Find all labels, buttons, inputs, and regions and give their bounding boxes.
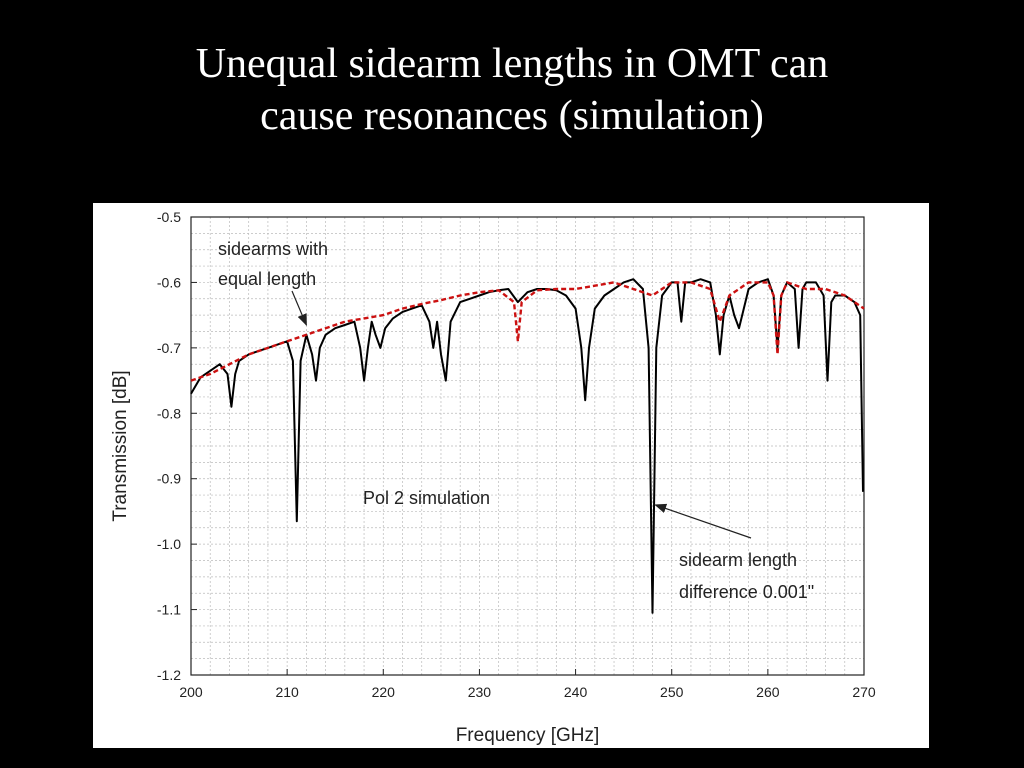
slide-title-line-2: cause resonances (simulation) — [260, 93, 764, 139]
y-tick-label: -0.7 — [157, 340, 181, 356]
slide-title-line-1: Unequal sidearm lengths in OMT can — [195, 41, 829, 87]
series-line-equal — [190, 281, 865, 382]
axis-ticks: 200 210 220 230 240 250 260 270 -0.5 -0.6 -0.7 -0.8… — [157, 209, 876, 700]
annotation-text: sidearm length — [679, 550, 797, 570]
x-tick-label: 250 — [660, 684, 684, 700]
y-tick-label: -1.0 — [157, 536, 181, 552]
annotation-text: sidearms with — [218, 239, 328, 259]
y-tick-label: -0.6 — [157, 274, 181, 290]
slide-title: Unequal sidearm lengths in OMT can cause… — [0, 38, 1024, 142]
y-tick-label: -0.8 — [157, 405, 181, 421]
annotation-text: equal length — [218, 269, 316, 289]
annotation-text: difference 0.001" — [679, 582, 814, 602]
x-tick-label: 200 — [179, 684, 203, 700]
annotation-arrow — [654, 503, 752, 539]
plot-frame — [190, 216, 865, 676]
y-tick-label: -1.2 — [157, 667, 181, 683]
y-axis-label: Transmission [dB] — [110, 370, 131, 521]
transmission-chart: 200 210 220 230 240 250 260 270 -0.5 -0.6 -0.7 -0.8… — [110, 209, 876, 746]
annotation-text: Pol 2 simulation — [363, 488, 490, 508]
y-tick-label: -0.9 — [157, 471, 181, 487]
chart-figure: 200 210 220 230 240 250 260 270 -0.5 -0.6 -0.7 -0.8… — [93, 203, 929, 748]
grid — [190, 216, 865, 676]
x-tick-label: 210 — [275, 684, 299, 700]
annotation-arrow — [291, 290, 307, 327]
x-tick-label: 240 — [564, 684, 588, 700]
x-tick-label: 260 — [756, 684, 780, 700]
series-layer — [190, 278, 865, 614]
annotations: sidearms with equal length Pol 2 simulatio… — [218, 239, 814, 602]
y-tick-label: -0.5 — [157, 209, 181, 225]
x-tick-label: 270 — [852, 684, 876, 700]
x-tick-label: 230 — [468, 684, 492, 700]
y-tick-label: -1.1 — [157, 602, 181, 618]
x-axis-label: Frequency [GHz] — [456, 725, 600, 746]
x-tick-label: 220 — [372, 684, 396, 700]
